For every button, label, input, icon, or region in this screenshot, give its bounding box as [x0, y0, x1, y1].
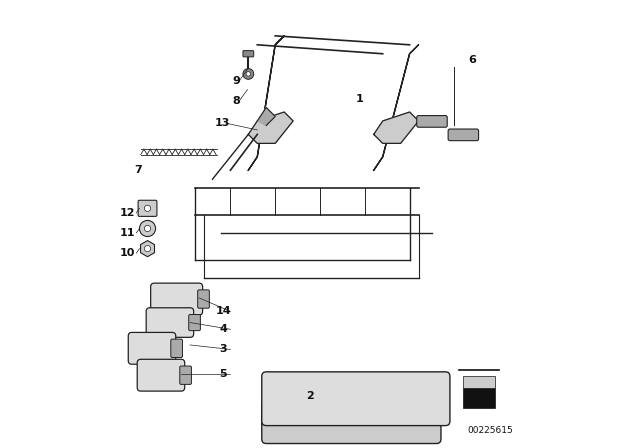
Circle shape	[145, 205, 150, 211]
Text: 8: 8	[233, 96, 241, 106]
Text: 3: 3	[220, 345, 227, 354]
Polygon shape	[374, 112, 419, 143]
Circle shape	[145, 246, 150, 252]
FancyBboxPatch shape	[137, 359, 185, 391]
Text: 10: 10	[119, 248, 134, 258]
Text: 12: 12	[119, 208, 135, 218]
FancyBboxPatch shape	[198, 290, 209, 308]
Circle shape	[246, 72, 251, 76]
Text: 5: 5	[220, 369, 227, 379]
Text: 11: 11	[119, 228, 135, 238]
FancyBboxPatch shape	[180, 366, 191, 384]
Text: 7: 7	[134, 165, 142, 175]
Text: 1: 1	[356, 94, 364, 103]
FancyBboxPatch shape	[448, 129, 479, 141]
FancyBboxPatch shape	[146, 308, 194, 337]
Circle shape	[243, 69, 253, 79]
Text: 00225615: 00225615	[467, 426, 513, 435]
FancyBboxPatch shape	[128, 332, 176, 364]
Polygon shape	[248, 112, 293, 143]
FancyBboxPatch shape	[243, 51, 253, 57]
Text: 4: 4	[220, 324, 227, 334]
Polygon shape	[141, 241, 154, 257]
Text: 9: 9	[233, 76, 241, 86]
Text: 2: 2	[307, 392, 314, 401]
FancyBboxPatch shape	[463, 376, 495, 388]
FancyBboxPatch shape	[189, 314, 200, 331]
FancyBboxPatch shape	[417, 116, 447, 127]
FancyBboxPatch shape	[171, 339, 182, 358]
Circle shape	[145, 225, 150, 232]
FancyBboxPatch shape	[262, 403, 441, 444]
Text: 6: 6	[468, 56, 476, 65]
FancyBboxPatch shape	[262, 372, 450, 426]
FancyBboxPatch shape	[138, 200, 157, 216]
FancyBboxPatch shape	[463, 388, 495, 408]
FancyBboxPatch shape	[150, 283, 203, 315]
Circle shape	[140, 220, 156, 237]
Polygon shape	[257, 108, 275, 125]
Text: 14: 14	[216, 306, 232, 316]
Text: 13: 13	[215, 118, 230, 128]
